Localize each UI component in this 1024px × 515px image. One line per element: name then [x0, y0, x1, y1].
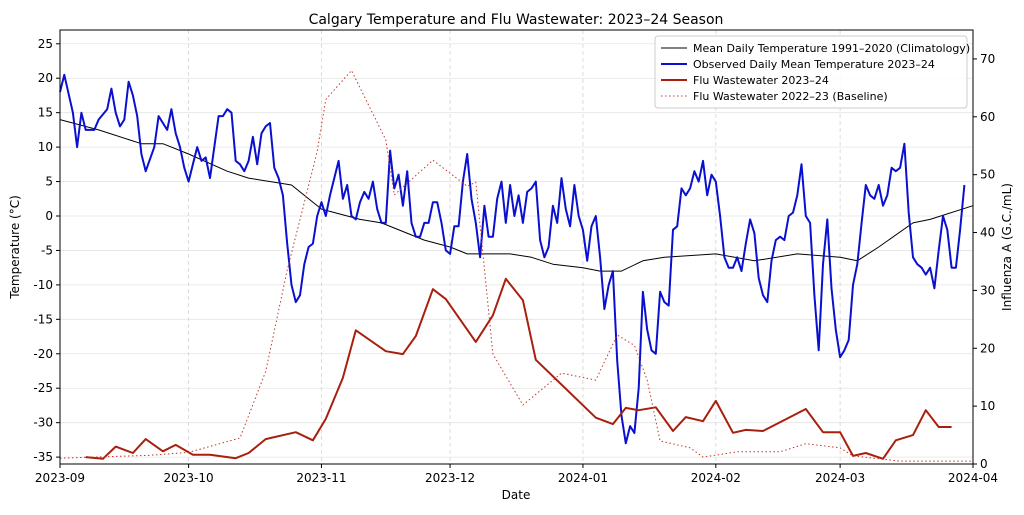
plot-frame: [59, 29, 974, 465]
x-tick-label: 2023-12: [425, 471, 475, 485]
y-tick-label: -15: [33, 312, 53, 326]
x-axis-label: Date: [502, 488, 531, 502]
chart-title: Calgary Temperature and Flu Wastewater: …: [309, 12, 724, 28]
y2-tick-label: 10: [980, 399, 995, 413]
y-tick-label: 15: [38, 106, 53, 120]
y-tick-label: 10: [38, 140, 53, 154]
y2-tick-label: 40: [980, 226, 995, 240]
legend-label: Flu Wastewater 2022–23 (Baseline): [693, 90, 888, 103]
series-line: [59, 119, 974, 272]
series-line: [59, 70, 973, 462]
y2-tick-label: 70: [980, 52, 995, 66]
y-axis-label: Temperature (°C): [8, 195, 22, 300]
x-tick-label: 2024-04: [948, 471, 998, 485]
legend-label: Mean Daily Temperature 1991–2020 (Climat…: [693, 42, 970, 55]
x-tick-label: 2023-11: [296, 471, 346, 485]
x-tick-label: 2023-10: [164, 471, 214, 485]
y2-tick-label: 50: [980, 168, 995, 182]
y-tick-label: -10: [33, 278, 53, 292]
x-tick-label: 2024-03: [815, 471, 865, 485]
x-tick-label: 2024-02: [691, 471, 741, 485]
x-tick-label: 2024-01: [558, 471, 608, 485]
y-tick-label: 20: [38, 71, 53, 85]
series-line: [85, 277, 952, 460]
y-tick-label: 0: [45, 209, 53, 223]
y-tick-label: -35: [33, 450, 53, 464]
y2-tick-label: 0: [980, 457, 988, 471]
legend-box: [654, 35, 968, 109]
y-tick-label: -5: [41, 243, 53, 257]
y2-axis-label: Influenza A (G.C./mL): [1000, 183, 1014, 311]
y-tick-label: -30: [33, 416, 53, 430]
y-tick-label: 25: [38, 37, 53, 51]
series-line: [59, 73, 966, 445]
y-tick-label: -20: [33, 347, 53, 361]
y2-tick-label: 60: [980, 110, 995, 124]
legend-label: Flu Wastewater 2023–24: [693, 74, 829, 87]
y2-tick-label: 20: [980, 341, 995, 355]
y2-tick-label: 30: [980, 283, 995, 297]
y-tick-label: 5: [45, 175, 53, 189]
y-tick-label: -25: [33, 381, 53, 395]
legend-label: Observed Daily Mean Temperature 2023–24: [693, 58, 935, 71]
x-tick-label: 2023-09: [35, 471, 85, 485]
